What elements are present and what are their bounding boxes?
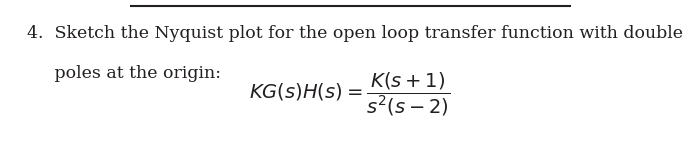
Text: $\mathit{KG}(\mathit{s})\mathit{H}(\mathit{s}) = \dfrac{\mathit{K}(\mathit{s}+1): $\mathit{KG}(\mathit{s})\mathit{H}(\math… (249, 71, 451, 118)
Text: poles at the origin:: poles at the origin: (27, 65, 220, 82)
Text: 4.  Sketch the Nyquist plot for the open loop transfer function with double: 4. Sketch the Nyquist plot for the open … (27, 25, 682, 42)
